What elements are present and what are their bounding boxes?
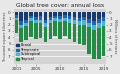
Bar [63, 12, 67, 15]
Bar [39, 23, 42, 38]
Bar [92, 30, 96, 59]
Bar [82, 20, 86, 25]
Bar [24, 26, 28, 40]
Bar [53, 16, 57, 18]
Bar [15, 12, 18, 15]
Legend: Boreal, Temperate, Subtropical, Tropical: Boreal, Temperate, Subtropical, Tropical [15, 42, 42, 62]
Bar [87, 27, 91, 54]
Bar [102, 26, 105, 56]
Bar [102, 12, 105, 17]
Bar [78, 21, 81, 25]
Bar [102, 21, 105, 26]
Bar [73, 20, 76, 24]
Bar [87, 12, 91, 19]
Bar [97, 28, 101, 59]
Bar [24, 12, 28, 20]
Bar [48, 20, 52, 23]
Bar [102, 17, 105, 21]
Bar [29, 16, 33, 18]
Bar [19, 28, 23, 42]
Bar [78, 18, 81, 21]
Bar [82, 12, 86, 17]
Bar [34, 20, 38, 23]
Bar [73, 24, 76, 42]
Y-axis label: Thousand square kilometres: Thousand square kilometres [3, 11, 7, 62]
Bar [19, 21, 23, 25]
Bar [63, 21, 67, 36]
Bar [68, 19, 72, 23]
Bar [39, 12, 42, 16]
Bar [19, 12, 23, 21]
Bar [44, 26, 47, 42]
Bar [87, 23, 91, 27]
Bar [92, 25, 96, 30]
Bar [92, 21, 96, 25]
Bar [82, 17, 86, 20]
Bar [82, 25, 86, 45]
Bar [44, 20, 47, 23]
Bar [24, 20, 28, 23]
Bar [44, 12, 47, 20]
Bar [48, 12, 52, 17]
Bar [68, 16, 72, 19]
Title: Global tree cover: annual loss: Global tree cover: annual loss [16, 3, 104, 8]
Bar [15, 18, 18, 20]
Bar [15, 20, 18, 33]
Bar [24, 23, 28, 26]
Bar [78, 25, 81, 44]
Bar [53, 18, 57, 21]
Bar [19, 25, 23, 28]
Bar [58, 19, 62, 22]
Bar [63, 15, 67, 18]
Bar [39, 16, 42, 20]
Bar [48, 17, 52, 20]
Bar [53, 12, 57, 16]
Bar [68, 23, 72, 39]
Bar [39, 20, 42, 23]
Bar [34, 23, 38, 39]
Bar [73, 17, 76, 20]
Bar [58, 12, 62, 16]
Bar [73, 12, 76, 17]
Bar [34, 17, 38, 20]
Bar [58, 16, 62, 19]
Bar [15, 15, 18, 18]
Bar [44, 23, 47, 26]
Bar [53, 21, 57, 36]
Bar [92, 12, 96, 21]
Bar [97, 19, 101, 23]
Bar [78, 12, 81, 18]
Bar [97, 12, 101, 19]
Bar [29, 21, 33, 37]
Bar [97, 23, 101, 28]
Y-axis label: Millions of hectares: Millions of hectares [113, 19, 117, 54]
Bar [63, 18, 67, 21]
Bar [29, 12, 33, 16]
Bar [58, 22, 62, 38]
Bar [29, 18, 33, 21]
Bar [48, 23, 52, 39]
Bar [87, 19, 91, 23]
Bar [34, 12, 38, 17]
Bar [68, 12, 72, 16]
